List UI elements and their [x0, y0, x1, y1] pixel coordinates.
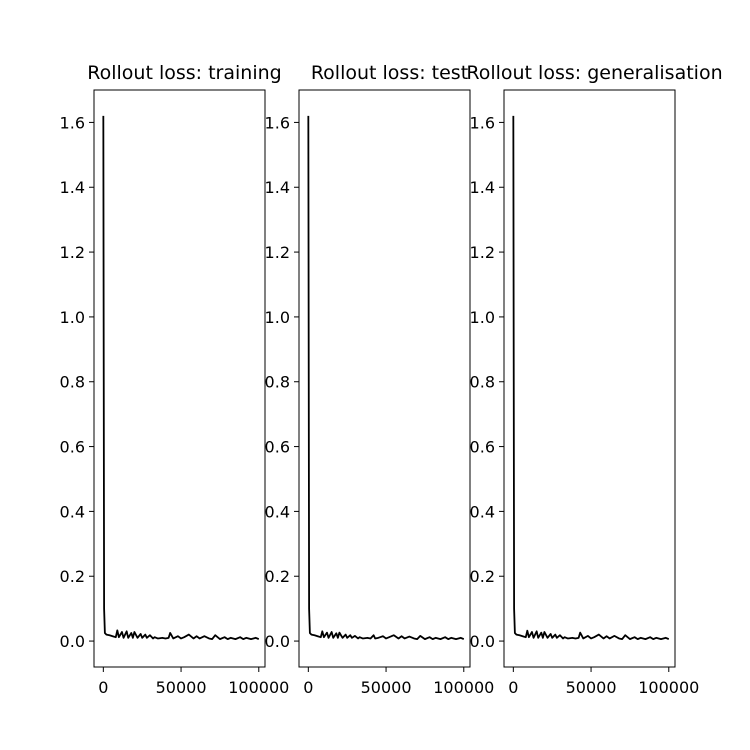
series-line-1	[102, 115, 260, 641]
y-tick-label: 0.8	[60, 373, 85, 392]
y-tick-label: 0.4	[60, 502, 85, 521]
y-tick-label: 1.2	[470, 243, 495, 262]
x-tick-label: 0	[508, 678, 518, 697]
y-tick-label: 1.2	[265, 243, 290, 262]
y-tick-label: 0.8	[265, 373, 290, 392]
y-tick-label: 1.0	[470, 308, 495, 327]
y-tick-label: 0.8	[470, 373, 495, 392]
x-tick-label: 50000	[361, 678, 412, 697]
y-tick-label: 0.2	[60, 567, 85, 586]
x-tick-label: 100000	[228, 678, 289, 697]
y-tick-label: 1.0	[60, 308, 85, 327]
x-tick-label: 100000	[433, 678, 494, 697]
series-line-1	[512, 115, 670, 641]
y-tick-label: 0.6	[265, 438, 290, 457]
x-tick-label: 50000	[156, 678, 207, 697]
y-tick-label: 0.0	[60, 632, 85, 651]
y-tick-label: 1.6	[60, 113, 85, 132]
y-tick-label: 0.2	[470, 567, 495, 586]
axes-frame	[93, 89, 266, 668]
y-tick-label: 1.4	[470, 178, 495, 197]
axes-frame	[503, 89, 676, 668]
y-tick-label: 0.0	[265, 632, 290, 651]
y-tick-label: 0.0	[470, 632, 495, 651]
x-tick-label: 0	[98, 678, 108, 697]
y-tick-label: 0.6	[60, 438, 85, 457]
chart-title: Rollout loss: test	[311, 62, 468, 84]
chart-panel-1: 0.0 0.2 0.4 0.6 0.8 1.0 1.2 1.4 1.6 0 50000 100000 R…	[60, 62, 290, 697]
chart-title: Rollout loss: generalisation	[466, 62, 722, 84]
x-tick-label: 0	[303, 678, 313, 697]
chart-panel-3: 0.0 0.2 0.4 0.6 0.8 1.0 1.2 1.4 1.6 0 50000 100000 R…	[466, 62, 722, 697]
y-tick-label: 1.6	[265, 113, 290, 132]
y-tick-label: 1.4	[60, 178, 85, 197]
axes-frame	[298, 89, 471, 668]
series-line-1	[307, 115, 465, 641]
y-tick-label: 1.4	[265, 178, 290, 197]
chart-panel-2: 0.0 0.2 0.4 0.6 0.8 1.0 1.2 1.4 1.6 0 50000 100000 R…	[265, 62, 495, 697]
y-tick-label: 0.6	[470, 438, 495, 457]
y-tick-label: 0.4	[265, 502, 290, 521]
y-tick-label: 0.2	[265, 567, 290, 586]
y-tick-label: 0.4	[470, 502, 495, 521]
x-tick-label: 100000	[638, 678, 699, 697]
y-tick-label: 1.2	[60, 243, 85, 262]
chart-title: Rollout loss: training	[87, 62, 281, 84]
y-tick-label: 1.0	[265, 308, 290, 327]
x-tick-label: 50000	[566, 678, 617, 697]
y-tick-label: 1.6	[470, 113, 495, 132]
